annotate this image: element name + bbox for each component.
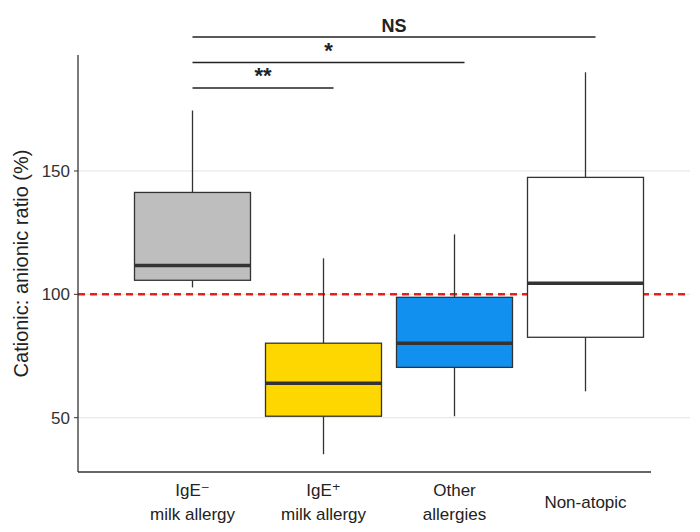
category-label: Non-atopic (544, 493, 627, 512)
boxes (135, 72, 644, 454)
chart: 50 100 150 IgE⁻ milk allergy IgE⁺ milk allergy… (0, 0, 700, 532)
whisker-upper (192, 111, 193, 193)
significance-bracket (193, 36, 596, 37)
y-axis-label: Cationic: anionic ratio (%) (10, 150, 32, 378)
box (266, 343, 382, 416)
category-label-line: Other (433, 481, 476, 500)
tick-label: 50 (51, 409, 70, 428)
tick-label: 150 (42, 162, 70, 181)
category-label-line: milk allergy (150, 505, 236, 524)
grid-line (78, 417, 690, 418)
category-label: IgE⁺ milk allergy (281, 481, 367, 524)
category-label-line: milk allergy (281, 505, 367, 524)
category-label-line: IgE⁻ (175, 481, 210, 500)
whisker-lower (192, 280, 193, 287)
tick-label: 100 (42, 285, 70, 304)
x-axis (78, 471, 651, 472)
whisker-upper (323, 258, 324, 343)
median (135, 264, 251, 268)
box (528, 177, 644, 337)
category-label-line: Non-atopic (544, 493, 627, 512)
y-axis (77, 55, 78, 472)
significance-label: ** (254, 63, 272, 88)
significance-label: NS (381, 16, 406, 36)
category-label-line: allergies (423, 505, 486, 524)
category-label: IgE⁻ milk allergy (150, 481, 236, 524)
category-label-line: IgE⁺ (306, 481, 341, 500)
whisker-lower (323, 416, 324, 454)
grid-line (78, 170, 690, 171)
whisker-lower (585, 337, 586, 391)
median (528, 281, 644, 285)
whisker-upper (585, 72, 586, 177)
median (397, 341, 513, 345)
significance-label: * (324, 38, 333, 63)
whisker-lower (454, 367, 455, 416)
box (397, 297, 513, 367)
box (135, 192, 251, 280)
median (266, 381, 382, 385)
category-label: Other allergies (423, 481, 486, 524)
whisker-upper (454, 234, 455, 297)
